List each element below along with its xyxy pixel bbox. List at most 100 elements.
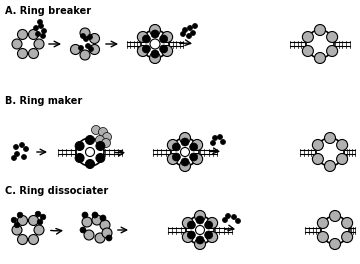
Circle shape — [167, 139, 178, 150]
Circle shape — [11, 217, 17, 223]
Circle shape — [306, 30, 334, 58]
Text: C. Ring dissociater: C. Ring dissociater — [5, 186, 108, 196]
Circle shape — [35, 211, 41, 217]
Circle shape — [12, 39, 22, 49]
Circle shape — [12, 225, 22, 235]
Circle shape — [186, 216, 214, 244]
Circle shape — [34, 225, 44, 235]
Circle shape — [151, 50, 159, 58]
Circle shape — [312, 139, 323, 150]
Circle shape — [212, 135, 217, 140]
Circle shape — [225, 214, 230, 219]
Circle shape — [151, 30, 159, 38]
Circle shape — [321, 216, 349, 244]
Circle shape — [138, 45, 148, 56]
Circle shape — [18, 30, 27, 40]
Circle shape — [18, 49, 27, 59]
Circle shape — [86, 148, 94, 157]
Circle shape — [318, 218, 328, 229]
Circle shape — [19, 143, 24, 148]
Circle shape — [81, 34, 86, 39]
Circle shape — [80, 28, 90, 38]
Circle shape — [194, 210, 206, 221]
Circle shape — [100, 220, 110, 230]
Circle shape — [39, 23, 44, 29]
Circle shape — [14, 222, 20, 228]
Circle shape — [231, 214, 237, 219]
Circle shape — [329, 210, 341, 221]
Circle shape — [90, 34, 99, 44]
Circle shape — [28, 30, 39, 40]
Circle shape — [34, 39, 44, 49]
Circle shape — [312, 153, 323, 164]
Circle shape — [80, 50, 90, 60]
Circle shape — [190, 153, 198, 161]
Circle shape — [180, 133, 190, 144]
Circle shape — [75, 142, 84, 150]
Circle shape — [18, 215, 27, 225]
Circle shape — [75, 153, 84, 163]
Circle shape — [192, 139, 203, 150]
Circle shape — [302, 31, 313, 43]
Circle shape — [167, 153, 178, 164]
Circle shape — [196, 216, 204, 224]
Circle shape — [99, 128, 108, 136]
Circle shape — [96, 142, 105, 150]
Circle shape — [149, 53, 161, 64]
Circle shape — [207, 232, 218, 243]
Circle shape — [28, 234, 39, 244]
Circle shape — [181, 138, 189, 146]
Circle shape — [84, 36, 89, 41]
Text: B. Ring maker: B. Ring maker — [5, 96, 82, 106]
Circle shape — [40, 34, 45, 39]
Circle shape — [33, 26, 39, 31]
Circle shape — [315, 53, 325, 64]
Circle shape — [187, 221, 195, 229]
Circle shape — [183, 218, 193, 229]
Circle shape — [102, 228, 112, 238]
Circle shape — [14, 144, 18, 149]
Circle shape — [217, 134, 222, 139]
Circle shape — [172, 143, 180, 151]
Circle shape — [23, 147, 28, 152]
Circle shape — [71, 45, 81, 54]
Circle shape — [337, 139, 348, 150]
Circle shape — [84, 230, 94, 240]
Circle shape — [324, 161, 336, 172]
Circle shape — [14, 152, 19, 157]
Circle shape — [337, 153, 348, 164]
Circle shape — [207, 218, 218, 229]
Circle shape — [22, 154, 27, 159]
Circle shape — [187, 231, 195, 239]
Circle shape — [180, 161, 190, 172]
Circle shape — [28, 49, 39, 59]
Circle shape — [95, 135, 104, 144]
Circle shape — [149, 25, 161, 35]
Circle shape — [106, 235, 112, 241]
Circle shape — [315, 25, 325, 35]
Circle shape — [141, 30, 169, 58]
Circle shape — [318, 232, 328, 243]
Circle shape — [327, 31, 338, 43]
Circle shape — [100, 215, 106, 221]
Circle shape — [96, 153, 105, 163]
Circle shape — [37, 219, 43, 225]
Circle shape — [235, 219, 240, 224]
Circle shape — [194, 238, 206, 249]
Circle shape — [190, 143, 198, 151]
Circle shape — [316, 138, 344, 166]
Circle shape — [41, 29, 46, 34]
Circle shape — [89, 46, 94, 51]
Circle shape — [138, 31, 148, 43]
Circle shape — [327, 45, 338, 56]
Circle shape — [342, 232, 353, 243]
Circle shape — [180, 148, 189, 157]
Circle shape — [188, 26, 193, 31]
Circle shape — [17, 212, 23, 218]
Circle shape — [160, 45, 168, 53]
Circle shape — [87, 35, 93, 40]
Circle shape — [181, 158, 189, 166]
Circle shape — [192, 153, 203, 164]
Circle shape — [36, 31, 40, 36]
Circle shape — [196, 236, 204, 244]
